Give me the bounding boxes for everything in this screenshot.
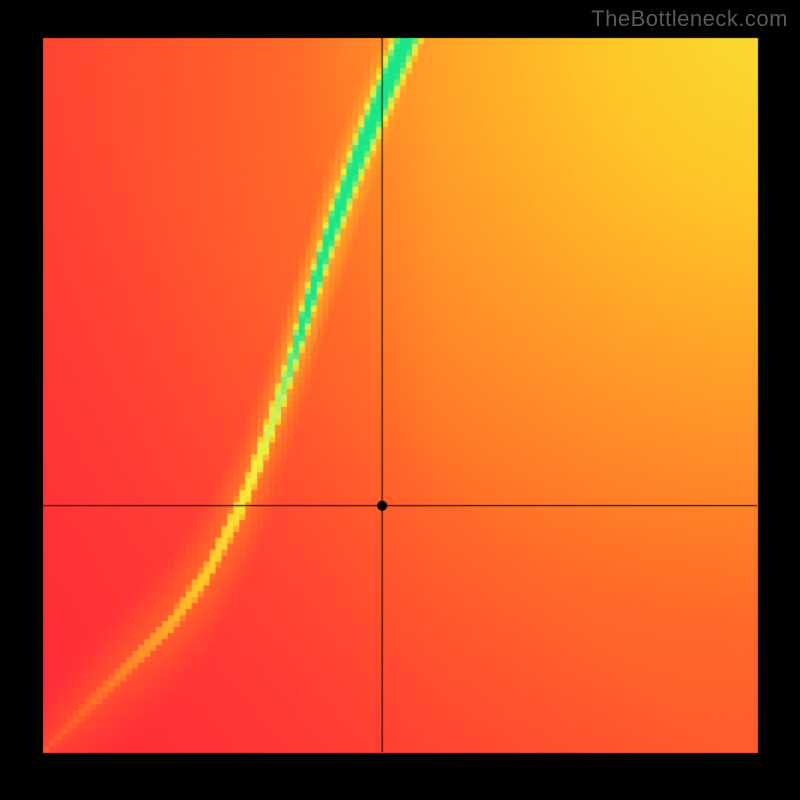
chart-container: TheBottleneck.com [0,0,800,800]
watermark-text: TheBottleneck.com [591,6,788,32]
bottleneck-heatmap [0,0,800,800]
